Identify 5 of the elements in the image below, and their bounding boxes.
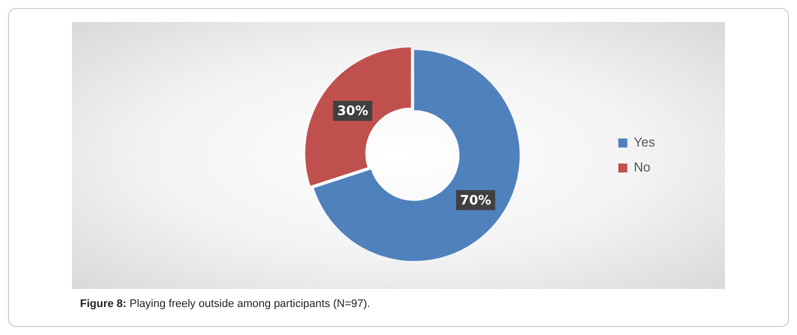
data-label: 70% <box>460 194 492 209</box>
legend-label: Yes <box>634 134 656 150</box>
data-label: 30% <box>337 104 368 120</box>
legend-label: No <box>634 160 650 175</box>
caption: Figure 8: Playing freely outside among participants (N=97). <box>80 298 370 310</box>
